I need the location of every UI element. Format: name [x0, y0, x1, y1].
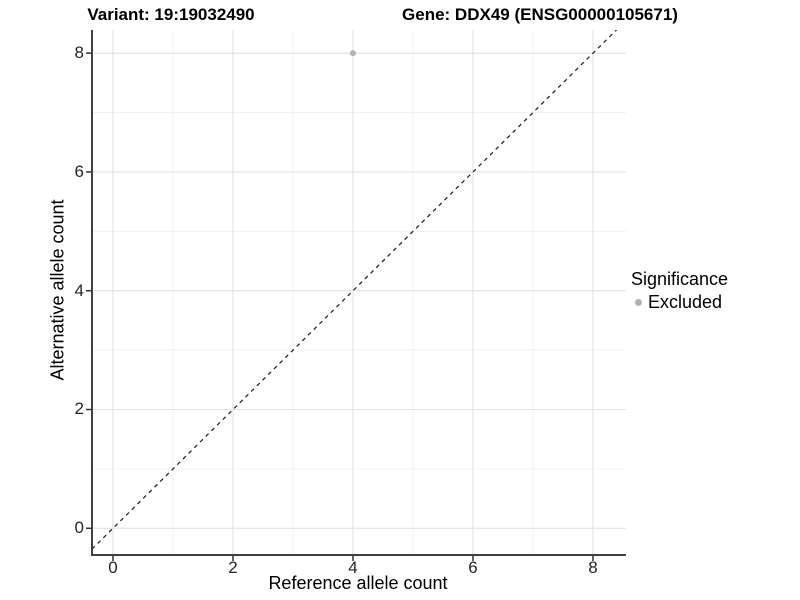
axis-tick-marks [86, 52, 594, 561]
identity-line [93, 30, 618, 549]
legend-point-icon [635, 299, 642, 306]
legend-entries: Excluded [630, 292, 728, 313]
data-point [350, 50, 356, 57]
x-axis-title: Reference allele count [268, 573, 448, 593]
gridlines [93, 30, 626, 554]
legend-title: Significance [631, 269, 729, 289]
plot-title-gene: Gene: DDX49 (ENSG00000105671) [402, 5, 678, 24]
plot-title-variant: Variant: 19:19032490 [87, 5, 255, 24]
legend: Significance Excluded [630, 269, 728, 313]
legend-entry: Excluded [630, 292, 728, 313]
legend-entry-label: Excluded [648, 292, 723, 312]
